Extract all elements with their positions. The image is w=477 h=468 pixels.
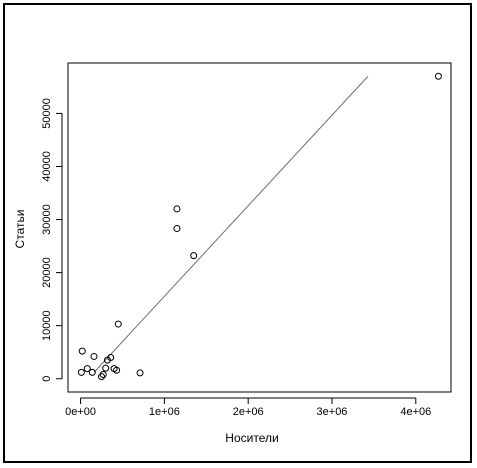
x-tick-label: 4e+06 bbox=[400, 406, 431, 418]
data-point bbox=[99, 370, 107, 378]
data-point bbox=[77, 368, 85, 376]
data-point bbox=[98, 373, 106, 381]
data-point bbox=[83, 365, 91, 373]
x-tick-label: 2e+06 bbox=[233, 406, 264, 418]
y-tick-label: 0 bbox=[41, 376, 53, 382]
y-tick-label: 40000 bbox=[41, 151, 53, 182]
data-point bbox=[114, 320, 122, 328]
y-tick-label: 30000 bbox=[41, 204, 53, 235]
data-point bbox=[190, 252, 198, 260]
data-point bbox=[90, 352, 98, 360]
data-point bbox=[78, 347, 86, 355]
x-tick-label: 0e+00 bbox=[65, 406, 96, 418]
regression-line bbox=[93, 75, 369, 373]
regression-line-group bbox=[93, 75, 369, 373]
data-point bbox=[102, 364, 110, 372]
data-point bbox=[173, 205, 181, 213]
figure-frame bbox=[3, 3, 472, 463]
x-axis-title: Носители bbox=[225, 431, 278, 445]
x-tick-label: 1e+06 bbox=[149, 406, 180, 418]
data-point bbox=[173, 225, 181, 233]
data-point bbox=[107, 354, 115, 362]
y-axis: 0 10000 20000 30000 40000 50000 bbox=[41, 98, 63, 382]
y-tick-label: 20000 bbox=[41, 257, 53, 288]
x-axis: 0e+00 1e+06 2e+06 3e+06 4e+06 bbox=[65, 397, 431, 418]
y-axis-title: Статьи bbox=[13, 210, 27, 249]
data-point bbox=[434, 72, 442, 80]
y-tick-label: 10000 bbox=[41, 310, 53, 341]
data-point bbox=[88, 368, 96, 376]
x-tick-label: 3e+06 bbox=[317, 406, 348, 418]
data-point bbox=[113, 366, 121, 374]
y-tick-label: 50000 bbox=[41, 98, 53, 129]
data-points bbox=[77, 72, 442, 381]
plot-area-box bbox=[67, 62, 452, 393]
data-point bbox=[136, 369, 144, 377]
